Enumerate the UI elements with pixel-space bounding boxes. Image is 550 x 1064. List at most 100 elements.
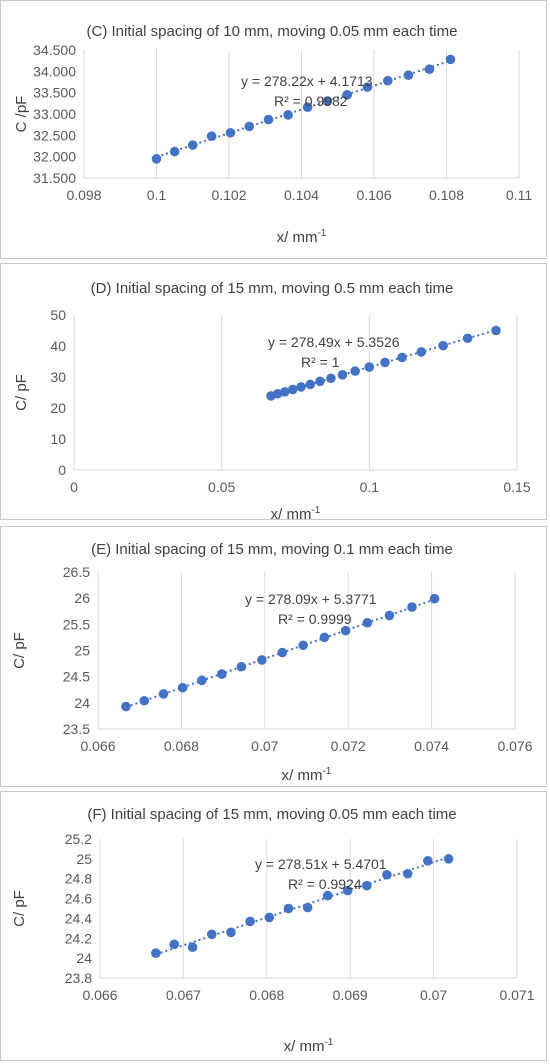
- r-squared-label: R² = 1: [301, 354, 340, 370]
- chart-title: (E) Initial spacing of 15 mm, moving 0.1…: [91, 541, 453, 558]
- data-point: [416, 347, 427, 357]
- chart-f: 0.066 0.067 0.068 0.069 0.07 0.071 23.8 24 24.2 2…: [0, 791, 547, 1061]
- y-tick-label: 23.5: [63, 721, 90, 737]
- x-tick-label: 0.068: [249, 987, 284, 1003]
- data-point: [169, 146, 180, 157]
- data-point: [340, 625, 351, 636]
- data-point: [197, 675, 207, 686]
- data-point: [244, 121, 255, 132]
- data-point: [121, 701, 131, 712]
- data-point: [322, 96, 333, 106]
- y-tick-label: 26: [74, 590, 90, 606]
- x-axis-label: x/ mm-1: [282, 766, 332, 784]
- data-point: [225, 127, 236, 138]
- y-tick-label: 31.500: [33, 170, 76, 186]
- y-tick-label: 25.2: [65, 831, 92, 847]
- x-tick-label: 0.069: [333, 987, 368, 1003]
- y-tick-label: 32.500: [33, 127, 76, 143]
- y-tick-label: 24.8: [65, 871, 92, 887]
- data-point: [350, 366, 360, 376]
- data-point: [362, 880, 372, 891]
- chart-c: 0.098 0.1 0.102 0.104 0.106 0.108 0.11 31.500 32…: [0, 0, 547, 259]
- chart-e: 0.066 0.068 0.07 0.072 0.074 0.076 23.5 24 24.5 2…: [0, 526, 547, 787]
- data-point: [422, 856, 433, 866]
- data-point: [402, 868, 413, 879]
- data-point: [158, 689, 169, 699]
- trendline: [155, 856, 449, 956]
- y-tick-label: 25.5: [63, 616, 90, 632]
- chart-panel-e: 0.066 0.068 0.07 0.072 0.074 0.076 23.5 24 24.5 2…: [0, 526, 548, 788]
- x-tick-label: 0.098: [66, 187, 101, 203]
- y-tick-label: 23.8: [65, 970, 92, 986]
- data-point: [322, 890, 333, 901]
- x-tick-label: 0.066: [82, 987, 117, 1003]
- x-tick-label: 0.104: [284, 187, 319, 203]
- data-point: [264, 912, 275, 923]
- data-point: [429, 593, 440, 604]
- data-point: [438, 340, 448, 351]
- y-tick-label: 33.000: [33, 106, 76, 122]
- x-tick-label: 0.07: [420, 987, 447, 1003]
- data-point: [206, 929, 217, 940]
- data-point: [305, 379, 316, 390]
- data-point: [445, 54, 456, 65]
- y-axis-label: C /pF: [13, 96, 30, 133]
- y-tick-label: 25: [74, 643, 90, 659]
- chart-frame: [0, 0, 547, 259]
- data-point: [342, 885, 353, 896]
- chart-panel-f: 0.066 0.067 0.068 0.069 0.07 0.071 23.8 24 24.2 2…: [0, 791, 548, 1062]
- chart-frame: [0, 263, 547, 520]
- y-tick-label: 10: [50, 431, 66, 447]
- data-point: [491, 325, 501, 336]
- x-tick-label: 0.11: [506, 187, 532, 203]
- data-point: [177, 682, 188, 693]
- r-squared-label: R² = 0.9982: [274, 93, 348, 109]
- data-point: [298, 640, 308, 651]
- data-point: [326, 373, 336, 384]
- chart-title: (F) Initial spacing of 15 mm, moving 0.0…: [87, 806, 456, 823]
- data-point: [337, 370, 348, 380]
- x-tick-label: 0: [70, 479, 78, 495]
- y-tick-label: 24.6: [65, 891, 92, 907]
- x-axis-label: x/ mm-1: [271, 505, 321, 521]
- data-point: [382, 75, 393, 86]
- data-point: [151, 154, 162, 164]
- chart-panel-d: 0 0.05 0.1 0.15 0 10 20 30 40 50 (D) Initial spaci…: [0, 263, 548, 521]
- data-point: [283, 110, 293, 120]
- data-point: [462, 333, 473, 344]
- trendline-equation: y = 278.22x + 4.1713: [241, 73, 373, 89]
- data-point: [280, 387, 290, 397]
- data-point: [288, 384, 298, 395]
- data-point: [364, 362, 375, 372]
- y-tick-label: 33.500: [33, 85, 76, 101]
- x-axis-label: x/ mm-1: [277, 228, 327, 246]
- y-tick-label: 24.2: [65, 930, 92, 946]
- data-point: [302, 902, 313, 913]
- x-tick-label: 0.108: [429, 187, 464, 203]
- data-point: [342, 90, 352, 100]
- data-point: [443, 854, 454, 864]
- data-point: [315, 376, 325, 387]
- x-tick-label: 0.07: [251, 738, 278, 754]
- data-point: [236, 661, 247, 672]
- x-tick-label: 0.05: [208, 479, 235, 495]
- data-point: [263, 114, 274, 125]
- trendline-equation: y = 278.09x + 5.3771: [245, 591, 377, 607]
- data-point: [151, 948, 161, 958]
- chart-d: 0 0.05 0.1 0.15 0 10 20 30 40 50 (D) Initial spaci…: [0, 263, 547, 521]
- data-point: [226, 927, 236, 938]
- y-tick-label: 34.500: [33, 42, 76, 58]
- y-tick-label: 32.000: [33, 149, 76, 165]
- x-tick-label: 0.15: [503, 479, 530, 495]
- y-tick-label: 24.5: [63, 669, 90, 685]
- data-point: [139, 695, 150, 706]
- data-point: [384, 610, 395, 621]
- y-axis-label: C/ pF: [13, 374, 30, 411]
- data-point: [296, 382, 306, 392]
- chart-title: (D) Initial spacing of 15 mm, moving 0.5…: [91, 280, 454, 297]
- y-tick-label: 40: [50, 338, 66, 354]
- y-axis-label: C/ pF: [11, 890, 28, 927]
- data-point: [257, 655, 267, 665]
- data-point: [319, 632, 330, 643]
- data-point: [169, 939, 180, 950]
